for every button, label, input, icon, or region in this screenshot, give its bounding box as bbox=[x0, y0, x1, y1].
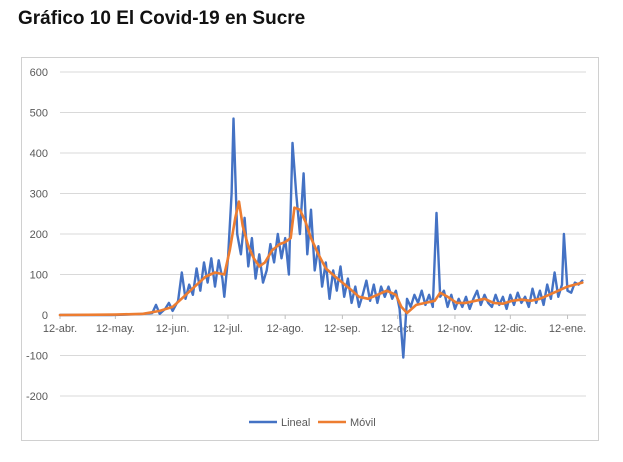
x-tick-label: 12-dic. bbox=[494, 323, 527, 335]
y-tick-label: 600 bbox=[30, 67, 48, 79]
chart-frame bbox=[21, 57, 599, 441]
y-tick-label: 300 bbox=[30, 189, 48, 201]
x-tick-label: 12-sep. bbox=[324, 323, 361, 335]
x-tick-label: 12-jul. bbox=[213, 323, 243, 335]
x-tick-label: 12-ene. bbox=[549, 323, 586, 335]
legend-label: Móvil bbox=[350, 417, 376, 429]
y-axis-ticks: -200 -100 0 100 200 300 400 500 600 bbox=[26, 67, 48, 403]
x-tick-label: 12-oct. bbox=[381, 323, 415, 335]
series-line-lineal bbox=[58, 117, 584, 359]
y-tick-label: 100 bbox=[30, 270, 48, 282]
gridlines bbox=[60, 71, 586, 397]
x-axis-ticks: 12-abr. 12-may. 12-jun. 12-jul. 12-ago. 12-se… bbox=[43, 315, 586, 335]
x-tick-label: 12-abr. bbox=[43, 323, 77, 335]
y-tick-label: 500 bbox=[30, 108, 48, 120]
series-lines bbox=[58, 117, 584, 359]
x-tick-label: 12-may. bbox=[96, 323, 135, 335]
x-tick-label: 12-jun. bbox=[156, 323, 190, 335]
legend-label: Lineal bbox=[281, 417, 310, 429]
y-tick-label: 0 bbox=[42, 310, 48, 322]
series-line-movil bbox=[58, 200, 584, 317]
x-tick-label: 12-nov. bbox=[437, 323, 473, 335]
y-tick-label: -200 bbox=[26, 391, 48, 403]
chart-title: Gráfico 10 El Covid-19 en Sucre bbox=[18, 8, 306, 29]
y-tick-label: 400 bbox=[30, 148, 48, 160]
y-tick-label: -100 bbox=[26, 351, 48, 363]
x-tick-label: 12-ago. bbox=[267, 323, 304, 335]
y-tick-label: 200 bbox=[30, 229, 48, 241]
legend: Lineal Móvil bbox=[249, 417, 376, 429]
